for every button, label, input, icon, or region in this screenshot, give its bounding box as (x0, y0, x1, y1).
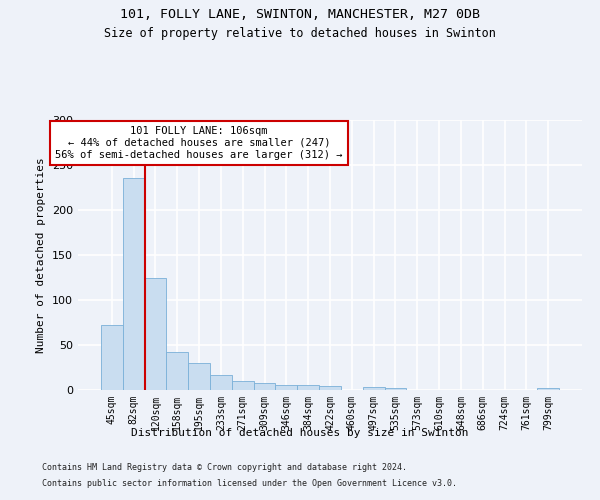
Text: 101 FOLLY LANE: 106sqm
← 44% of detached houses are smaller (247)
56% of semi-de: 101 FOLLY LANE: 106sqm ← 44% of detached… (55, 126, 343, 160)
Text: Contains public sector information licensed under the Open Government Licence v3: Contains public sector information licen… (42, 478, 457, 488)
Bar (275, 384, 297, 390)
Text: Contains HM Land Registry data © Crown copyright and database right 2024.: Contains HM Land Registry data © Crown c… (42, 464, 407, 472)
Text: 101, FOLLY LANE, SWINTON, MANCHESTER, M27 0DB: 101, FOLLY LANE, SWINTON, MANCHESTER, M2… (120, 8, 480, 20)
Bar (210, 374, 232, 390)
Bar (101, 325, 123, 390)
Bar (297, 384, 319, 390)
Text: Distribution of detached houses by size in Swinton: Distribution of detached houses by size … (131, 428, 469, 438)
Bar (188, 363, 210, 390)
Y-axis label: Number of detached properties: Number of detached properties (37, 157, 46, 353)
Bar (385, 388, 406, 390)
Text: Size of property relative to detached houses in Swinton: Size of property relative to detached ho… (104, 28, 496, 40)
Bar (145, 278, 166, 390)
Bar (319, 386, 341, 390)
Bar (123, 178, 145, 390)
Bar (254, 383, 275, 390)
Bar (166, 352, 188, 390)
Bar (363, 388, 385, 390)
Bar (232, 381, 254, 390)
Bar (537, 388, 559, 390)
